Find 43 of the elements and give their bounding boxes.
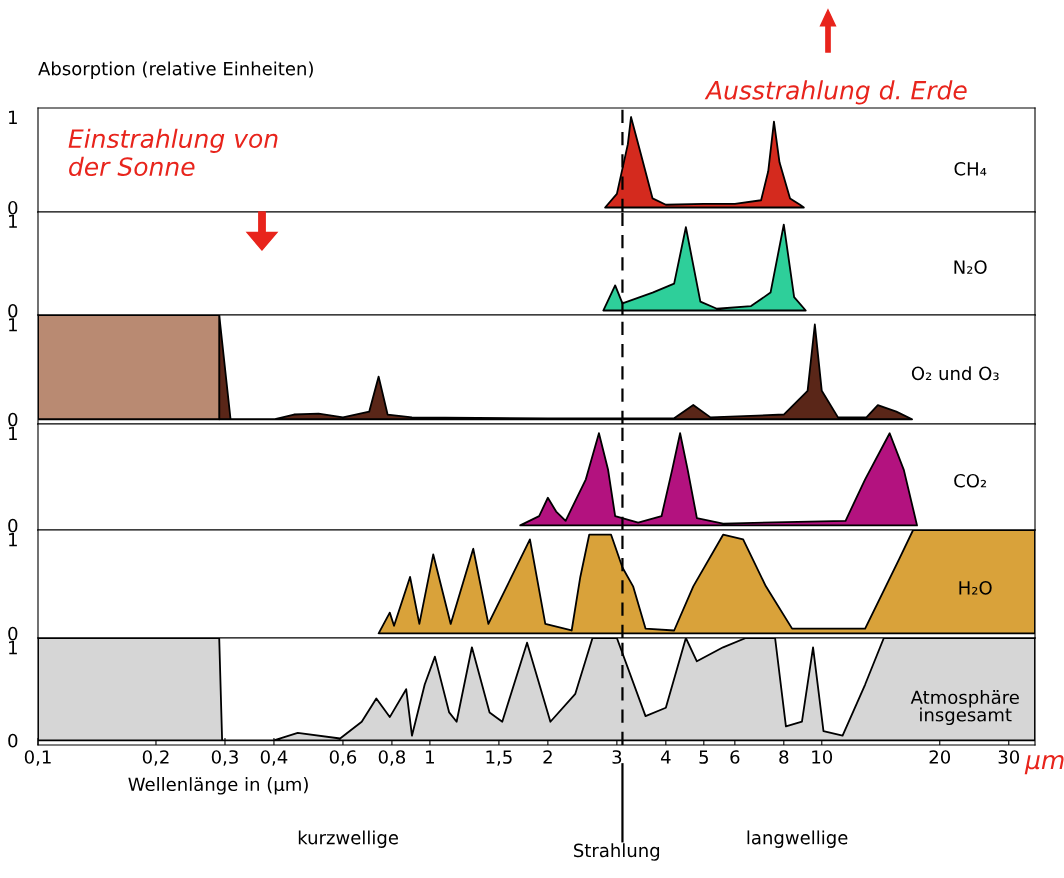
x-tick-label: 20 xyxy=(929,750,951,764)
x-tick-label: 8 xyxy=(779,750,789,764)
text: CO₂ xyxy=(954,473,987,488)
x-tick-label: 10 xyxy=(812,750,833,764)
text: langwellige xyxy=(747,830,848,848)
y-tick-label: 1 xyxy=(9,426,17,441)
x-tick-label: 0,1 xyxy=(24,750,51,766)
text: Ausstrahlung d. Erde xyxy=(704,80,967,105)
x-tick-label: 0,6 xyxy=(329,750,357,766)
x-tick-label: 0,4 xyxy=(260,750,288,766)
x-tick-label: 1,5 xyxy=(486,750,512,766)
x-tick-label: 6 xyxy=(730,750,740,764)
y-axis-title: Absorption (relative Einheiten) xyxy=(38,61,313,79)
y-tick-label: 1 xyxy=(9,214,17,228)
y-tick-label: 1 xyxy=(9,533,17,547)
x-tick-label: 1 xyxy=(426,750,434,764)
x-tick-label: 4 xyxy=(660,750,671,764)
text: Strahlung xyxy=(574,843,660,861)
y-tick-label: 0 xyxy=(8,303,18,318)
series-label: H₂O xyxy=(959,580,992,595)
y-tick-label: 0 xyxy=(8,626,18,641)
y-tick-label: 0 xyxy=(8,412,18,427)
x-axis-title: Wellenlänge in (µm) xyxy=(128,777,308,795)
y-tick-label: 1 xyxy=(9,318,17,332)
x-tick-label: 2 xyxy=(543,750,552,764)
x-tick-label: 30 xyxy=(998,750,1020,764)
y-tick-label: 0 xyxy=(8,518,18,533)
series-label: Atmosphäre insgesamt xyxy=(910,690,1019,726)
x-tick-label: 3 xyxy=(612,750,622,764)
annotation: Einstrahlung von der Sonne xyxy=(68,128,278,177)
text: µm xyxy=(1024,755,1064,775)
x-tick-label: 0,8 xyxy=(378,750,406,766)
y-tick-label: 1 xyxy=(9,641,17,655)
x-tick-label: 0,2 xyxy=(142,750,169,766)
y-tick-label: 0 xyxy=(8,200,18,215)
text: CH₄ xyxy=(954,161,987,176)
text: kurzwellige xyxy=(298,830,398,848)
x-tick-label: 5 xyxy=(699,750,708,764)
series-label: O₂ und O₃ xyxy=(911,366,999,381)
y-tick-label: 0 xyxy=(8,733,18,748)
y-tick-label: 1 xyxy=(9,110,17,124)
x-tick-label: 0,3 xyxy=(211,750,238,766)
text: N₂O xyxy=(954,260,987,274)
